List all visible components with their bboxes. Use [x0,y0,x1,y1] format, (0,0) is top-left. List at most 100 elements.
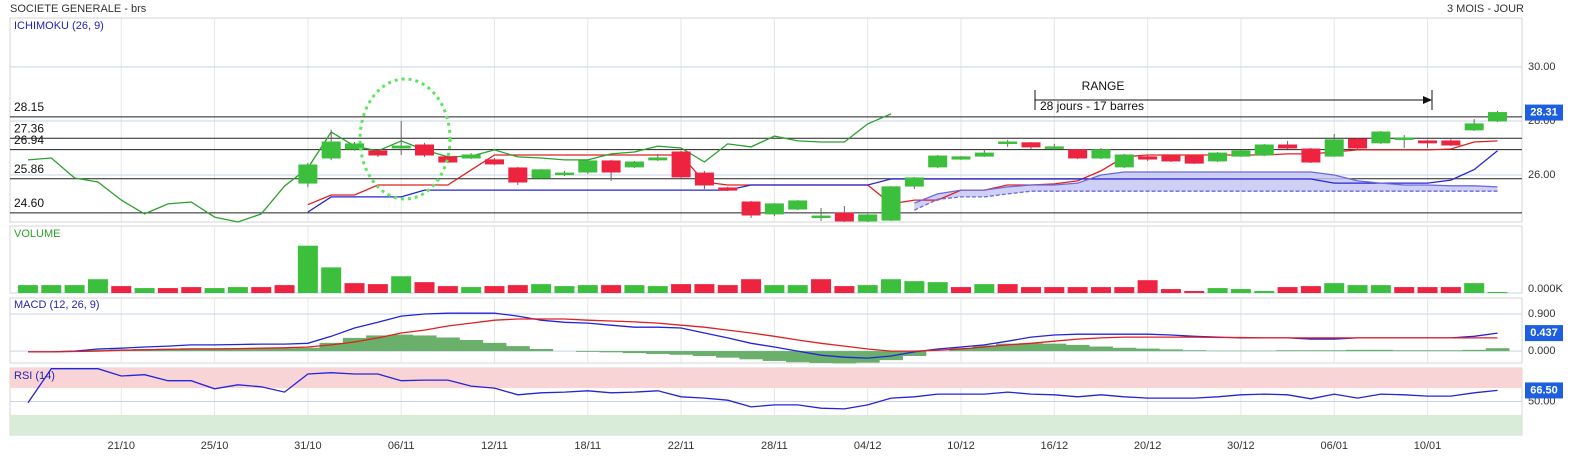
histogram-bar [1089,346,1113,352]
histogram-bar [319,342,344,352]
volume-bar [904,281,925,293]
candle-body [1394,137,1414,140]
volume-bar [17,285,38,293]
candle-body [741,201,761,216]
volume-bar [857,285,878,293]
panel-title: RSI (14) [14,370,55,382]
volume-bar [624,285,645,293]
volume-bar [41,285,62,293]
volume-bar [1090,287,1111,293]
candle-body [928,155,948,168]
histogram-bar [436,337,460,352]
x-tick-label: 25/10 [201,440,229,452]
volume-bar [274,285,295,293]
candle-body [298,164,318,184]
x-tick-label: 10/12 [947,440,975,452]
x-tick-label: 30/12 [1227,440,1255,452]
volume-bar [717,285,738,293]
candle-body [1091,149,1111,159]
candle-body [1068,149,1088,159]
volume-bar [1044,287,1065,293]
annotation: 28 jours - 17 barres [1040,99,1144,113]
candle-body [1044,146,1064,149]
x-tick-label: 31/10 [294,440,322,452]
line [27,368,1498,410]
histogram-bar [389,334,414,352]
histogram-bar [482,342,507,352]
volume-bar [344,283,365,293]
histogram-bar [599,351,624,353]
candle-body [1441,140,1461,146]
level-label: 26.94 [14,133,44,147]
volume-bar [321,267,342,293]
candle-body [484,159,504,165]
volume-bar [1464,283,1485,293]
x-tick-label: 21/10 [108,440,136,452]
volume-bar [834,286,855,293]
line [307,150,1498,213]
level-label: 25.86 [14,162,44,176]
value-badge [1525,104,1563,121]
histogram-bar [995,343,1020,352]
volume-bar [1347,285,1368,293]
candle-body [788,200,808,210]
candle-body [508,167,528,183]
volume-bar [1417,287,1438,293]
volume-bar [1254,291,1275,293]
candle-body [1138,156,1158,160]
histogram-bar [856,351,880,363]
histogram-bar [1299,350,1323,352]
volume-bar [1394,287,1415,293]
x-tick-label: 06/11 [388,440,415,452]
histogram-bar [972,345,997,352]
histogram-bar [1019,343,1043,352]
candle-body [1488,112,1508,122]
candle-body [1348,138,1368,149]
histogram-bar [1112,347,1137,352]
histogram-bar [1135,348,1160,352]
x-tick-label: 28/11 [761,440,788,452]
volume-bar [764,285,785,293]
volume-bar [1020,287,1041,293]
candle-body [601,160,621,173]
line [28,318,1498,353]
histogram-bar [1322,350,1347,352]
volume-bar [811,279,832,293]
volume-bar [1207,288,1228,293]
candle-body [1161,155,1181,162]
arrow-head [1423,96,1432,104]
value-badge [1525,382,1563,399]
candle-body [764,203,784,215]
volume-bar [484,286,505,293]
volume-bar [1160,289,1181,293]
volume-bar [741,279,762,293]
y-tick-label: 26.00 [1528,169,1556,181]
volume-bar [1137,280,1158,293]
candle-body [1114,154,1134,168]
x-tick-label: 22/11 [668,440,695,452]
value-badge-label: 28.31 [1530,106,1558,118]
histogram-bar [226,348,250,352]
panel-frame [9,297,1523,364]
volume-bar [64,285,85,293]
histogram-bar [412,335,437,352]
histogram-bar [296,347,320,352]
candle-body [998,141,1018,145]
panel-title: MACD (12, 26, 9) [14,299,100,311]
volume-bar [157,288,178,293]
volume-bar [1184,291,1205,293]
panel-title: VOLUME [14,228,60,240]
candle-body [648,157,668,161]
candle-body [1371,131,1391,144]
period: 3 MOIS - JOUR [1447,3,1524,15]
y-tick-label: 0.900 [1528,308,1556,320]
histogram-bar [1392,350,1417,352]
x-tick-label: 20/12 [1134,440,1162,452]
histogram-bar [459,339,484,352]
volume-bar [414,282,435,293]
histogram-bar [506,346,530,352]
line [914,190,1498,211]
candle-body [1254,144,1274,156]
